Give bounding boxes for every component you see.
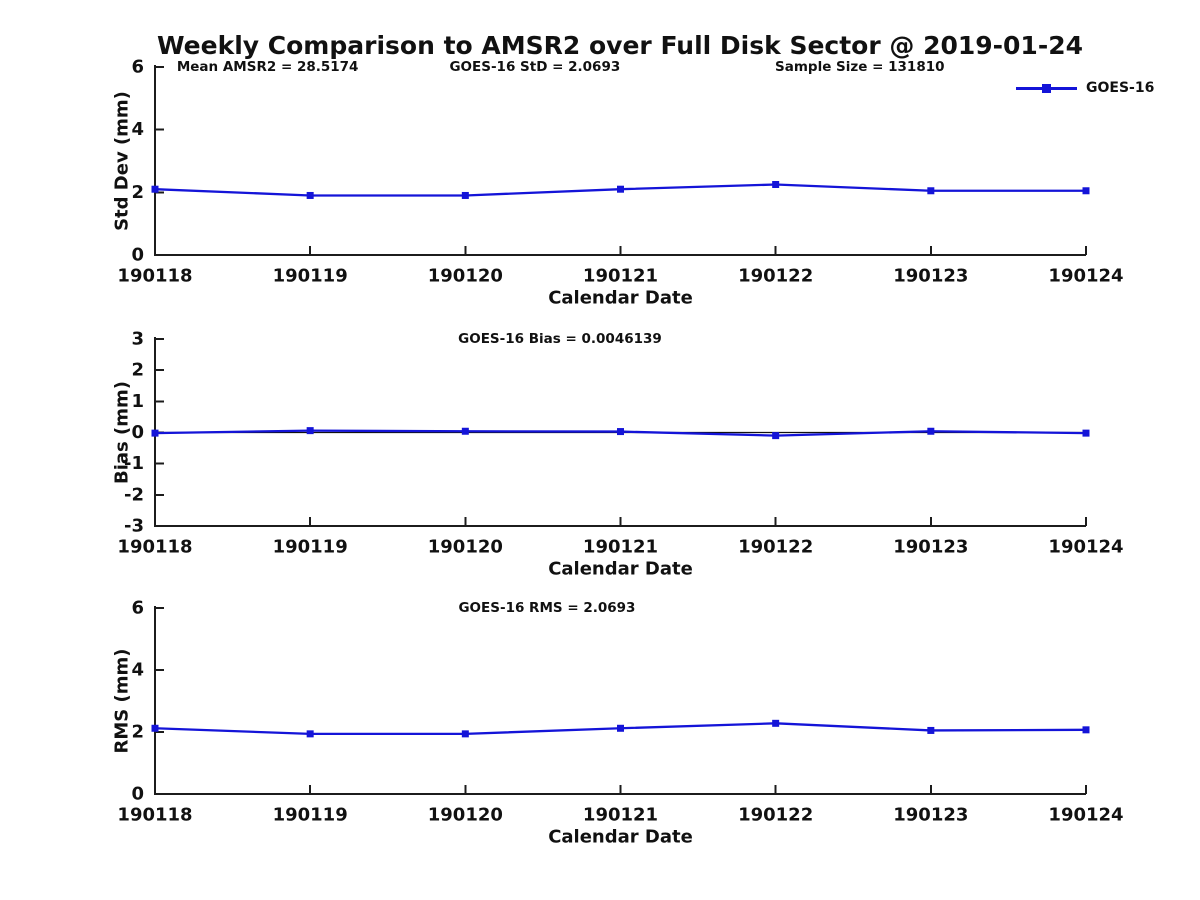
data-point-marker — [927, 187, 935, 195]
data-point-marker — [1082, 187, 1090, 195]
x-tick-label: 190118 — [117, 805, 192, 826]
x-tick-label: 190122 — [738, 805, 813, 826]
x-tick-label: 190122 — [738, 537, 813, 558]
x-tick-label: 190121 — [583, 805, 658, 826]
panel-annotation: GOES-16 RMS = 2.0693 — [458, 600, 635, 616]
x-tick-label: 190121 — [583, 266, 658, 287]
panel-annotation: GOES-16 Bias = 0.0046139 — [458, 331, 662, 347]
axis-spines — [154, 65, 1086, 256]
data-point-marker — [617, 185, 624, 193]
y-axis-label: RMS (mm) — [112, 649, 133, 754]
x-tick-label: 190121 — [583, 537, 658, 558]
data-point-marker — [306, 730, 314, 738]
legend: GOES-16 — [1016, 78, 1154, 98]
y-tick-label: 4 — [131, 119, 144, 140]
x-tick-label: 190118 — [117, 537, 192, 558]
y-tick-label: -2 — [124, 484, 144, 505]
y-tick-label: 2 — [131, 182, 144, 203]
data-point-marker — [772, 719, 780, 727]
y-tick-label: 0 — [131, 422, 144, 443]
x-tick-label: 190120 — [428, 805, 503, 826]
data-point-marker — [772, 181, 780, 188]
x-tick-label: 190122 — [738, 266, 813, 287]
x-tick-label: 190120 — [428, 537, 503, 558]
x-tick-label: 190118 — [117, 266, 192, 287]
legend-label: GOES-16 — [1086, 80, 1155, 96]
panel-annotation: GOES-16 StD = 2.0693 — [449, 59, 620, 75]
x-tick-label: 190120 — [428, 266, 503, 287]
y-tick-label: 6 — [131, 598, 144, 619]
y-axis-label: Std Dev (mm) — [112, 91, 133, 231]
x-tick-label: 190124 — [1048, 537, 1123, 558]
x-axis-label: Calendar Date — [548, 827, 693, 848]
x-tick-label: 190124 — [1048, 266, 1123, 287]
y-tick-label: 1 — [131, 391, 144, 412]
data-point-marker — [461, 191, 469, 199]
legend-line-sample — [1016, 78, 1077, 98]
x-tick-label: 190123 — [893, 266, 968, 287]
y-tick-label: 4 — [131, 660, 144, 681]
data-point-marker — [151, 185, 159, 193]
x-tick-label: 190123 — [893, 537, 968, 558]
data-point-marker — [461, 730, 469, 738]
data-point-marker — [927, 726, 935, 734]
y-axis-label: Bias (mm) — [112, 381, 133, 484]
axis-spines — [154, 606, 1086, 795]
data-point-marker — [151, 724, 159, 732]
data-point-marker — [1082, 429, 1090, 437]
x-tick-label: 190119 — [273, 266, 348, 287]
figure-title: Weekly Comparison to AMSR2 over Full Dis… — [156, 31, 1083, 60]
data-point-marker — [1082, 726, 1090, 734]
y-tick-label: 2 — [131, 360, 144, 381]
data-point-marker — [617, 724, 624, 732]
y-tick-label: -3 — [124, 516, 144, 537]
y-tick-label: 3 — [131, 329, 144, 350]
panel-annotation: Sample Size = 131810 — [775, 59, 944, 75]
y-tick-label: 2 — [131, 722, 144, 743]
data-point-marker — [461, 427, 469, 435]
data-point-marker — [151, 429, 159, 437]
legend-square-marker-icon — [1042, 83, 1051, 93]
data-point-marker — [617, 428, 624, 436]
y-tick-label: -1 — [124, 453, 144, 474]
x-axis-label: Calendar Date — [548, 559, 693, 580]
data-point-marker — [306, 191, 314, 199]
x-tick-label: 190123 — [893, 805, 968, 826]
x-tick-label: 190124 — [1048, 805, 1123, 826]
data-point-marker — [927, 427, 935, 435]
y-tick-label: 0 — [131, 245, 144, 266]
y-tick-label: 0 — [131, 784, 144, 805]
panel-annotation: Mean AMSR2 = 28.5174 — [177, 59, 359, 75]
y-tick-label: 6 — [131, 57, 144, 78]
x-axis-label: Calendar Date — [548, 288, 693, 309]
data-point-marker — [772, 432, 780, 440]
x-tick-label: 190119 — [273, 537, 348, 558]
x-tick-label: 190119 — [273, 805, 348, 826]
data-point-marker — [306, 427, 314, 435]
